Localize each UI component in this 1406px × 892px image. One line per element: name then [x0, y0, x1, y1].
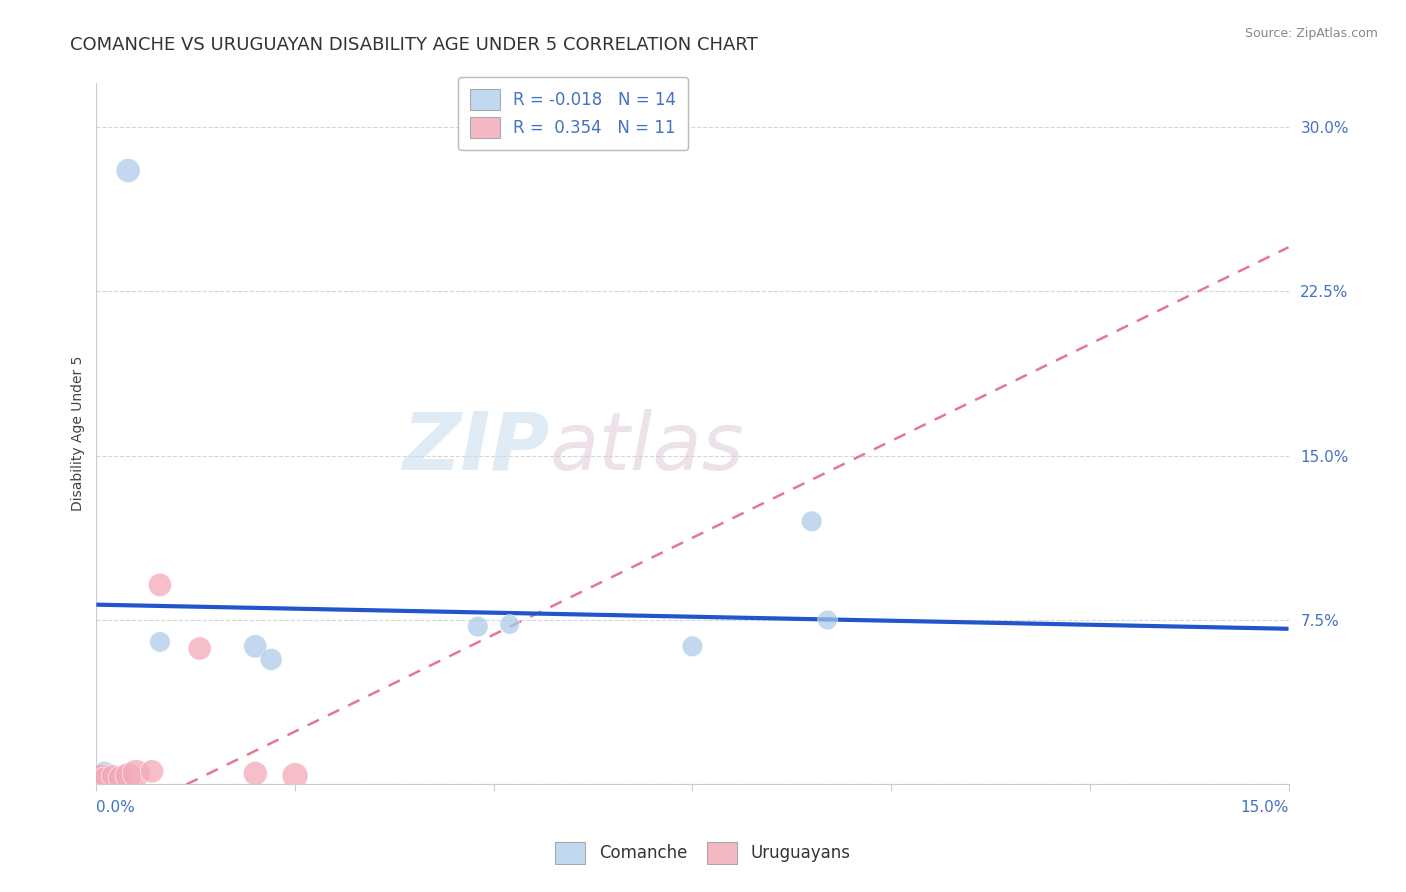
Point [93, 766, 115, 780]
Point [467, 619, 489, 633]
Point [800, 514, 823, 528]
Text: ZIP: ZIP [402, 409, 550, 487]
Point [101, 769, 124, 783]
Point [284, 769, 307, 783]
Point [117, 163, 139, 178]
Point [817, 613, 839, 627]
Point [89, 775, 111, 789]
Point [149, 635, 172, 649]
Y-axis label: Disability Age Under 5: Disability Age Under 5 [72, 356, 86, 511]
Point [108, 773, 131, 788]
Point [498, 617, 520, 632]
Text: Source: ZipAtlas.com: Source: ZipAtlas.com [1244, 27, 1378, 40]
Point [93, 773, 115, 788]
Point [89, 775, 111, 789]
Point [149, 578, 172, 592]
Point [141, 764, 163, 779]
Point [260, 652, 283, 666]
Text: 0.0%: 0.0% [97, 800, 135, 815]
Point [125, 766, 148, 780]
Point [245, 640, 267, 654]
Text: COMANCHE VS URUGUAYAN DISABILITY AGE UNDER 5 CORRELATION CHART: COMANCHE VS URUGUAYAN DISABILITY AGE UND… [70, 36, 758, 54]
Point [117, 769, 139, 783]
Point [93, 771, 115, 785]
Point [108, 771, 131, 785]
Point [245, 766, 267, 780]
Point [101, 771, 124, 785]
Point [681, 640, 703, 654]
Text: atlas: atlas [550, 409, 744, 487]
Point [188, 641, 211, 656]
Legend: R = -0.018   N = 14, R =  0.354   N = 11: R = -0.018 N = 14, R = 0.354 N = 11 [458, 77, 688, 150]
Text: 15.0%: 15.0% [1240, 800, 1288, 815]
Legend: Comanche, Uruguayans: Comanche, Uruguayans [548, 836, 858, 871]
